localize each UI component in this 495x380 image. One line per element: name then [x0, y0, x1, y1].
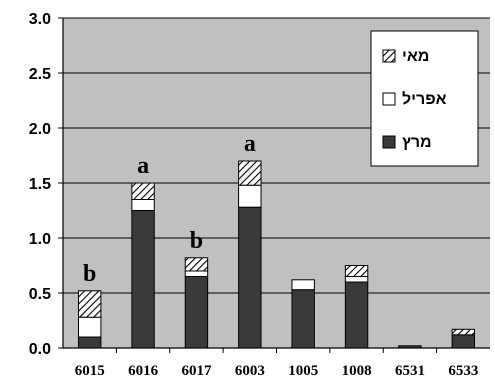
legend-label: מרץ [402, 134, 432, 151]
y-tick-label: 0.0 [29, 341, 51, 358]
bar-segment [344, 276, 369, 283]
y-tick-label: 2.0 [29, 121, 51, 138]
legend-swatch [382, 49, 396, 63]
x-tick-label: 6017 [181, 363, 212, 379]
bar-segment [451, 328, 476, 336]
x-tick-label: 6533 [448, 363, 478, 379]
x-tick-label: 6016 [128, 363, 159, 379]
y-tick-label: 1.5 [29, 176, 51, 193]
y-tick-label: 1.0 [29, 231, 51, 248]
significance-letter: a [137, 153, 149, 179]
legend-label: מאי [402, 48, 429, 65]
bar-segment [451, 334, 476, 349]
bar-segment [291, 289, 315, 349]
legend-swatch [382, 92, 396, 106]
bar-segment [238, 206, 262, 349]
significance-letter: a [244, 131, 256, 157]
bar-segment [77, 336, 102, 349]
y-tick-label: 3.0 [29, 11, 51, 28]
bar-segment [184, 276, 209, 349]
bar-segment [77, 316, 102, 338]
bar-segment [184, 270, 209, 277]
bar-segment [77, 290, 102, 318]
bar-segment [131, 199, 155, 211]
x-tick-label: 1008 [342, 363, 372, 379]
legend-label: אפריל [402, 90, 447, 108]
y-tick-label: 2.5 [29, 66, 51, 83]
x-tick-label: 6015 [75, 363, 105, 379]
bar-segment [344, 265, 369, 277]
bar-segment [131, 210, 155, 349]
bar-segment [131, 182, 155, 200]
x-tick-label: 6003 [235, 363, 265, 379]
labels: 0.0 0.5 1.0 1.5 2.0 2.5 3.0 6015 b 6016 a 6017 b 6003… [29, 11, 479, 379]
significance-letter: b [83, 261, 96, 287]
legend: מאי אפריל מרץ [370, 30, 479, 167]
bar-segment [184, 257, 209, 272]
x-tick-label: 1005 [288, 363, 318, 379]
bars [77, 160, 476, 349]
bar-segment [344, 281, 369, 349]
bar-segment [238, 184, 262, 208]
bar-segment [291, 279, 315, 291]
bar-segment [238, 160, 262, 186]
legend-swatch [382, 135, 396, 149]
bar-segment [398, 345, 422, 349]
significance-letter: b [190, 228, 203, 254]
x-tick-label: 6531 [395, 363, 425, 379]
y-tick-label: 0.5 [29, 286, 51, 303]
